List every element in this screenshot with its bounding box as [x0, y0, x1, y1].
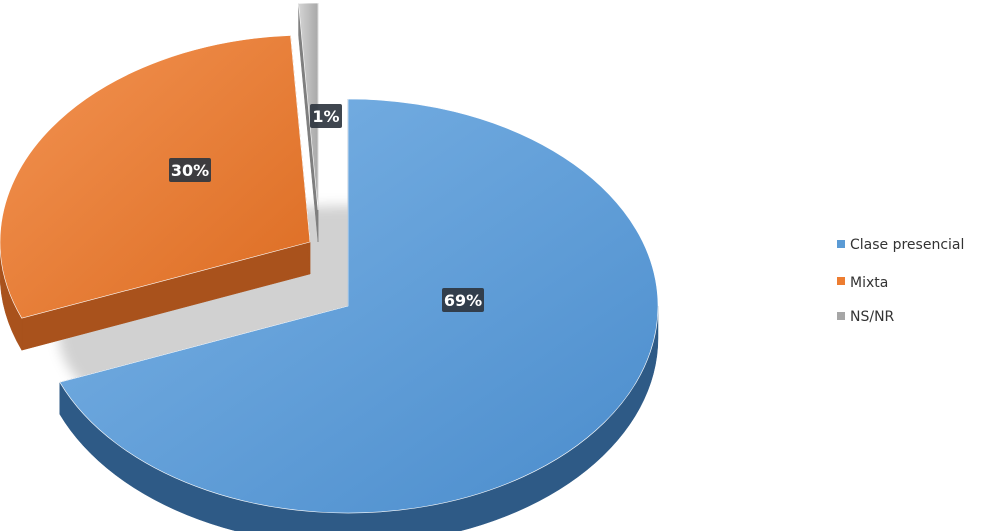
pie-slice-clase-presencial-top: [59, 98, 659, 514]
legend-label-ns-nr: NS/NR: [850, 309, 895, 325]
data-label-clase-presencial-box: [442, 288, 484, 312]
legend-label-mixta: Mixta: [850, 275, 888, 291]
pie-slice-clase-presencial: [59, 98, 659, 531]
data-label-ns-nr: 1%: [310, 104, 342, 128]
pie-plot-area: 69% 30% 1%: [0, 2, 659, 531]
legend-swatch-clase-presencial: [837, 240, 845, 248]
legend: Clase presencial Mixta NS/NR: [837, 237, 964, 325]
pie-slice-mixta: [0, 35, 311, 352]
data-label-clase-presencial: 69%: [442, 288, 484, 312]
legend-swatch-mixta: [837, 277, 845, 285]
data-label-mixta: 30%: [169, 158, 211, 182]
pie-slice-mixta-top: [0, 35, 311, 319]
legend-item: Clase presencial: [837, 237, 964, 253]
data-label-clase-presencial-text: 69%: [444, 291, 482, 310]
pie-slice-ns-nr-top: [298, 2, 319, 211]
pie-slice-ns-nr: [298, 2, 319, 243]
data-label-mixta-box: [169, 158, 211, 182]
legend-swatch-ns-nr: [837, 312, 845, 320]
legend-item: Mixta: [837, 275, 888, 291]
data-label-ns-nr-box: [310, 104, 342, 128]
data-label-mixta-text: 30%: [171, 161, 209, 180]
legend-label-clase-presencial: Clase presencial: [850, 237, 964, 253]
legend-item: NS/NR: [837, 309, 895, 325]
data-label-ns-nr-text: 1%: [312, 107, 339, 126]
